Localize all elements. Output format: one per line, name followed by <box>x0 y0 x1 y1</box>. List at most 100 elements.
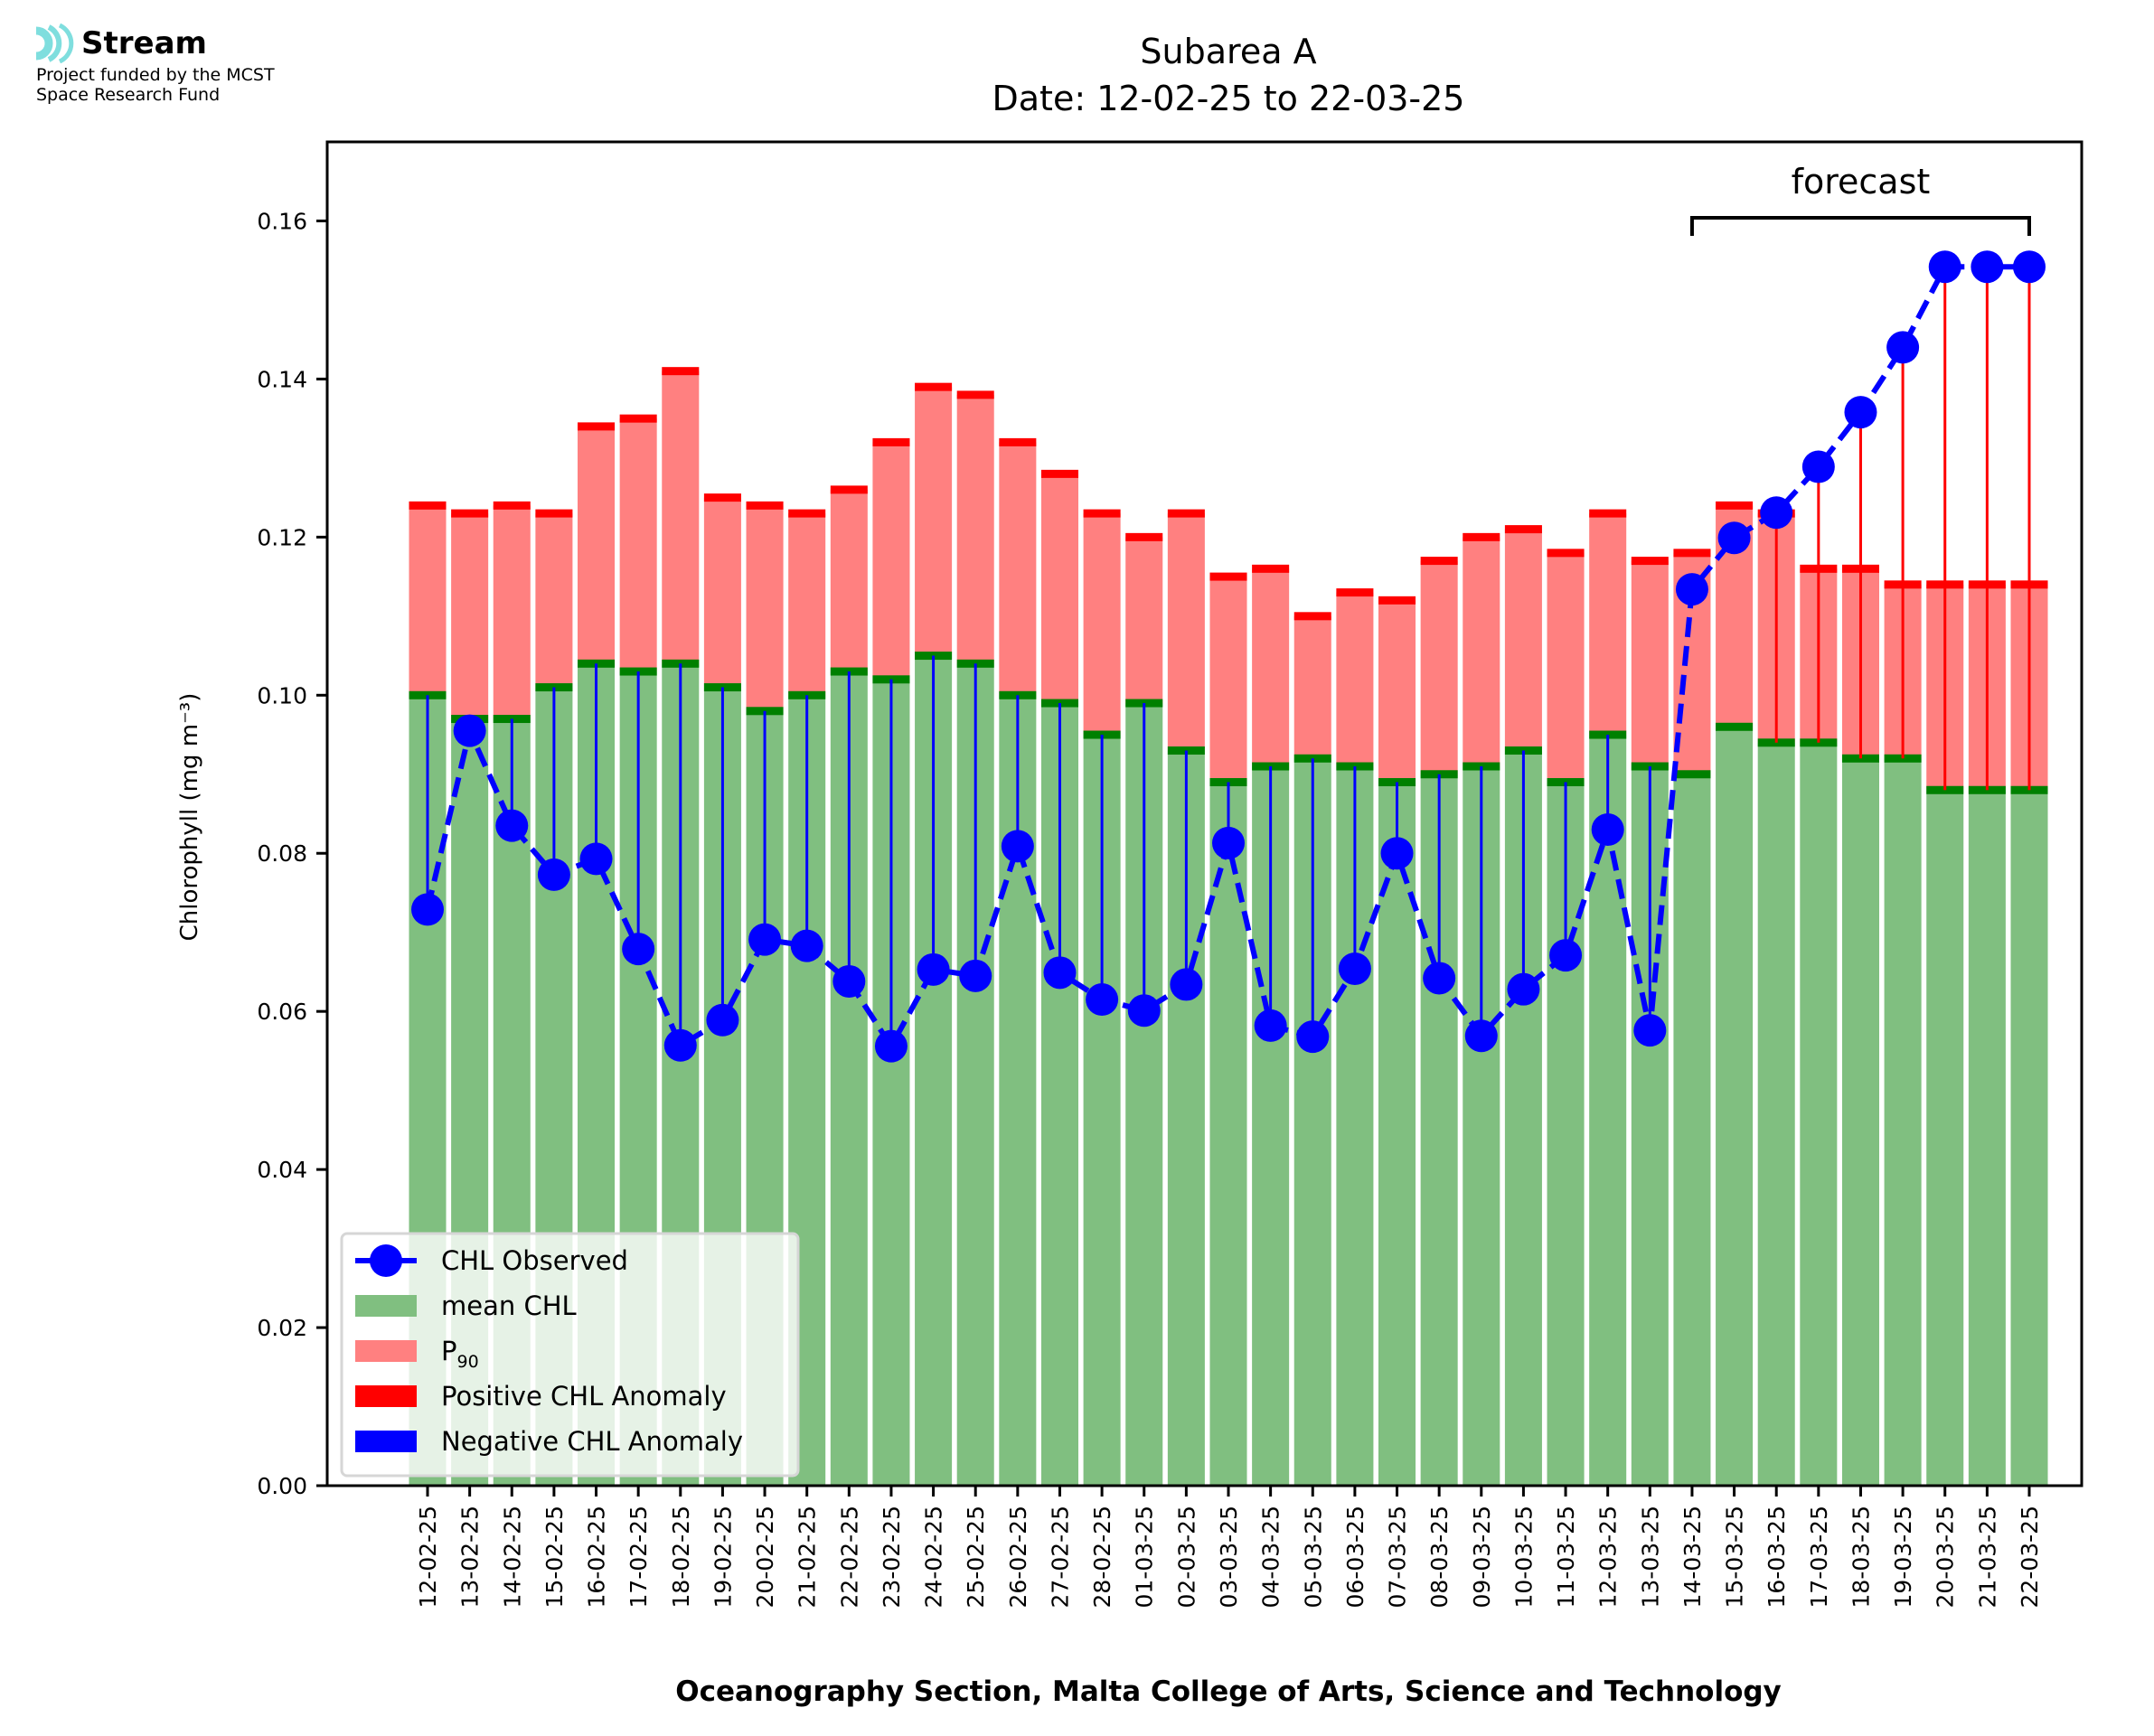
x-tick-label: 12-03-25 <box>1595 1506 1622 1608</box>
p90-bar-cap <box>1716 501 1754 510</box>
p90-bar <box>662 371 700 664</box>
observed-point <box>1423 962 1456 995</box>
observed-line-layer <box>411 250 2046 1063</box>
p90-bar-cap <box>1463 532 1500 541</box>
anomaly-layer <box>426 267 2031 1046</box>
x-tick-label: 22-03-25 <box>2017 1506 2043 1608</box>
mean-bar <box>1673 774 1711 1486</box>
mean-bar <box>1841 758 1879 1486</box>
p90-bar <box>830 489 868 672</box>
x-tick-label: 15-03-25 <box>1722 1506 1748 1608</box>
x-tick-label: 13-03-25 <box>1637 1506 1663 1608</box>
p90-bar <box>956 394 994 664</box>
p90-bar <box>1631 560 1669 767</box>
p90-bar-cap <box>703 493 741 502</box>
p90-bar-cap <box>1125 532 1163 541</box>
mean-bar <box>1926 790 1964 1486</box>
legend-label: CHL Observed <box>441 1245 628 1276</box>
p90-bar-cap <box>619 414 657 423</box>
x-tick-label: 26-02-25 <box>1005 1506 1031 1608</box>
p90-bar-cap <box>493 501 531 510</box>
x-tick-label: 20-02-25 <box>752 1506 778 1608</box>
p90-bar-cap <box>1252 564 1290 573</box>
observed-point <box>832 964 866 998</box>
p90-bar-cap <box>788 509 826 518</box>
observed-point <box>579 842 613 876</box>
observed-point <box>1717 521 1751 555</box>
observed-point <box>1127 994 1161 1028</box>
observed-point <box>1254 1009 1287 1042</box>
y-tick-label: 0.04 <box>257 1157 307 1183</box>
x-tick-label: 06-03-25 <box>1342 1506 1369 1608</box>
mean-bar <box>1716 727 1754 1486</box>
p90-bar-cap <box>578 422 616 431</box>
observed-point <box>1549 939 1583 972</box>
p90-bar-cap <box>746 501 784 510</box>
p90-bar <box>1463 537 1500 767</box>
p90-bar <box>788 513 826 696</box>
legend-swatch <box>355 1295 417 1317</box>
observed-point <box>959 959 992 992</box>
observed-point <box>495 809 529 842</box>
y-tick-label: 0.14 <box>257 366 307 392</box>
p90-bar <box>703 497 741 688</box>
legend-swatch <box>355 1385 417 1407</box>
p90-bar <box>535 513 573 688</box>
p90-bar <box>1252 568 1290 767</box>
forecast-label: forecast <box>1792 162 1931 202</box>
x-tick-label: 21-02-25 <box>795 1506 821 1608</box>
x-tick-label: 14-03-25 <box>1679 1506 1706 1608</box>
observed-point <box>1212 826 1245 859</box>
observed-point <box>1043 956 1077 990</box>
y-tick-label: 0.10 <box>257 682 307 708</box>
p90-bar-cap <box>956 390 994 399</box>
p90-bar-cap <box>915 382 953 391</box>
p90-bar <box>493 505 531 719</box>
p90-bar <box>1589 513 1627 736</box>
observed-point <box>411 893 444 926</box>
p90-bar-cap <box>1547 549 1585 558</box>
legend-label: Negative CHL Anomaly <box>441 1426 743 1457</box>
x-tick-label: 05-03-25 <box>1300 1506 1326 1608</box>
observed-point <box>1675 573 1708 606</box>
forecast-bracket <box>1689 216 2031 236</box>
p90-bar <box>1336 592 1374 767</box>
observed-point <box>2013 250 2046 284</box>
logo-subtitle-line1: Project funded by the MCST <box>36 65 275 85</box>
observed-point <box>1464 1019 1498 1053</box>
stream-wave-icon <box>34 23 74 63</box>
y-tick-label: 0.12 <box>257 524 307 550</box>
p90-bar <box>619 418 657 672</box>
x-tick-label: 18-02-25 <box>668 1506 694 1608</box>
legend-swatch-marker <box>370 1244 402 1277</box>
observed-point <box>1928 250 1961 284</box>
axes-layer: 0.00 0.02 0.04 0.06 0.08 0.10 0.12 0.14 0.16 12-0… <box>257 140 2083 1608</box>
x-tick-label: 04-03-25 <box>1258 1506 1284 1608</box>
mean-bar <box>2010 790 2048 1486</box>
mean-bar <box>1378 782 1416 1486</box>
y-axis-label: Chlorophyll (mg m⁻³) <box>176 693 203 942</box>
x-tick-label: 21-03-25 <box>1974 1506 2000 1608</box>
p90-bar <box>451 513 489 719</box>
p90-bar-cap <box>999 437 1037 446</box>
p90-bar <box>1040 474 1078 704</box>
p90-bar-cap <box>1083 509 1121 518</box>
chart-subtitle: Date: 12-02-25 to 22-03-25 <box>992 79 1465 118</box>
observed-point <box>1971 250 2004 284</box>
x-tick-label: 09-03-25 <box>1469 1506 1495 1608</box>
logo-subtitle: Project funded by the MCST Space Researc… <box>36 65 275 105</box>
p90-bar-cap <box>1673 549 1711 558</box>
p90-bar <box>1083 513 1121 736</box>
p90-bar <box>1504 529 1542 751</box>
p90-bar <box>1125 537 1163 704</box>
y-tick-label: 0.00 <box>257 1473 307 1499</box>
x-tick-label: 12-02-25 <box>415 1506 441 1608</box>
observed-point <box>1001 830 1034 863</box>
observed-point <box>537 858 570 891</box>
observed-point <box>917 952 950 986</box>
forecast-annotation: forecast <box>1689 162 2031 236</box>
observed-point <box>622 933 655 966</box>
x-tick-label: 23-02-25 <box>879 1506 905 1608</box>
p90-bar <box>1378 600 1416 783</box>
x-tick-label: 14-02-25 <box>499 1506 525 1608</box>
